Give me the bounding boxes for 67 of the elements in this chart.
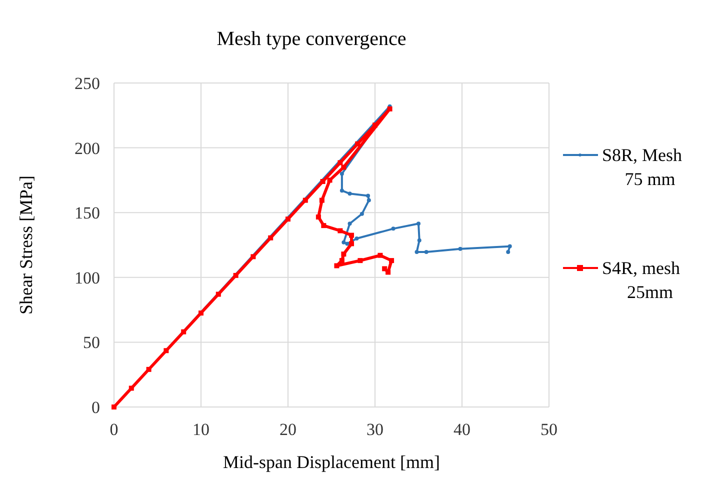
point [358,258,363,264]
point [319,198,324,203]
point [250,254,256,260]
point [327,178,332,183]
point [316,214,321,220]
x-tick-label: 40 [454,420,470,439]
point [216,292,221,297]
point [349,232,354,238]
point [417,238,422,242]
point [360,212,364,216]
point [341,252,346,257]
point [387,106,392,112]
point [349,241,354,246]
point [320,178,326,184]
legend-label: S8R, Mesh 75 mm [602,145,682,189]
point [378,252,383,258]
y-tick-label: 50 [83,333,100,352]
point [355,141,360,146]
point [424,250,428,254]
point [338,228,343,234]
point [339,258,344,264]
x-tick-label: 20 [280,420,296,439]
point [340,188,344,193]
point [366,198,371,202]
point [366,194,370,198]
y-tick-label: 100 [74,268,100,288]
chart-title: Mesh type convergence [216,28,406,50]
x-tick-label: 50 [540,420,558,439]
point [508,244,512,248]
point [321,223,326,228]
y-tick-label: 150 [74,204,100,223]
y-axis-title: Shear Stress [MPa] [16,176,36,314]
point [414,250,419,254]
point [340,172,344,176]
point [389,258,394,264]
point [382,266,388,272]
point [342,240,346,244]
y-tick-label: 250 [74,74,100,93]
x-tick-label: 30 [366,420,384,439]
point [348,192,352,196]
point [416,222,420,226]
point [391,226,396,231]
y-tick-label: 200 [74,138,100,158]
point [338,160,343,166]
point [386,270,391,275]
point [181,329,186,334]
point [506,250,510,254]
point [198,310,204,316]
point [146,366,152,372]
point [268,235,274,240]
point [302,198,308,203]
point [372,122,378,128]
legend-label: S4R, mesh 25mm [602,258,680,302]
point [341,164,346,170]
point [334,263,340,268]
point [345,242,350,246]
x-tick-label: 0 [110,420,118,439]
y-tick-label: 0 [92,398,100,417]
point [128,386,134,391]
x-axis-title: Mid-span Displacement [mm] [223,452,440,472]
point [354,236,359,241]
point [286,216,290,222]
point [164,348,169,354]
point [348,222,352,226]
point [458,246,462,251]
x-tick-label: 10 [192,420,210,439]
point [233,272,238,278]
